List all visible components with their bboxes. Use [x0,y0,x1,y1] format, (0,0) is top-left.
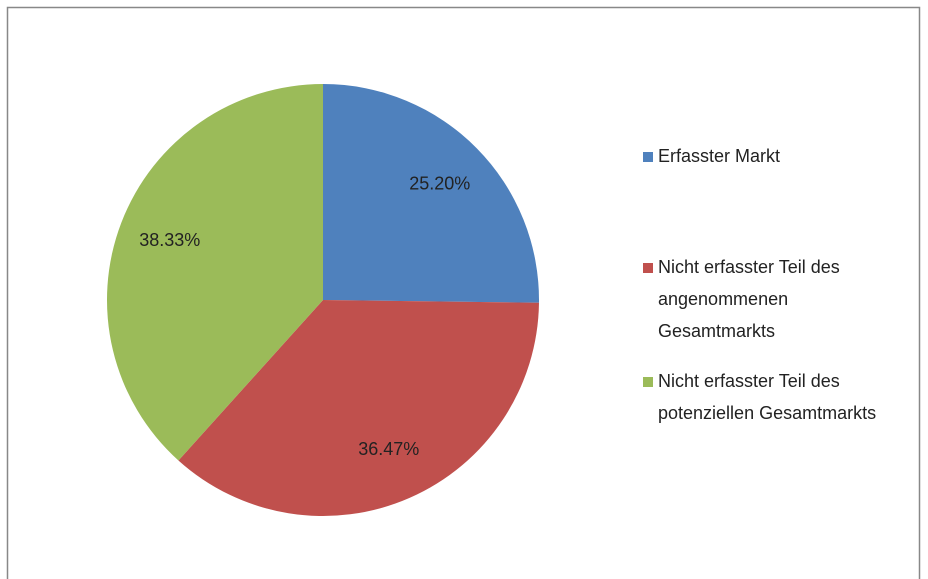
pie-slice [106,83,324,461]
legend-swatch [643,377,653,387]
pie-slice [323,84,539,303]
legend-swatch [643,152,653,162]
data-label: 25.20% [409,173,470,193]
data-label: 38.33% [139,230,200,250]
data-label: 36.47% [358,439,419,459]
legend-label: Nicht erfasster Teil des angenommenen Ge… [658,257,845,341]
legend-label: Nicht erfasster Teil des potenziellen Ge… [658,371,876,423]
pie-slice [178,300,539,517]
legend-label: Erfasster Markt [658,146,780,166]
legend-swatch [643,263,653,273]
